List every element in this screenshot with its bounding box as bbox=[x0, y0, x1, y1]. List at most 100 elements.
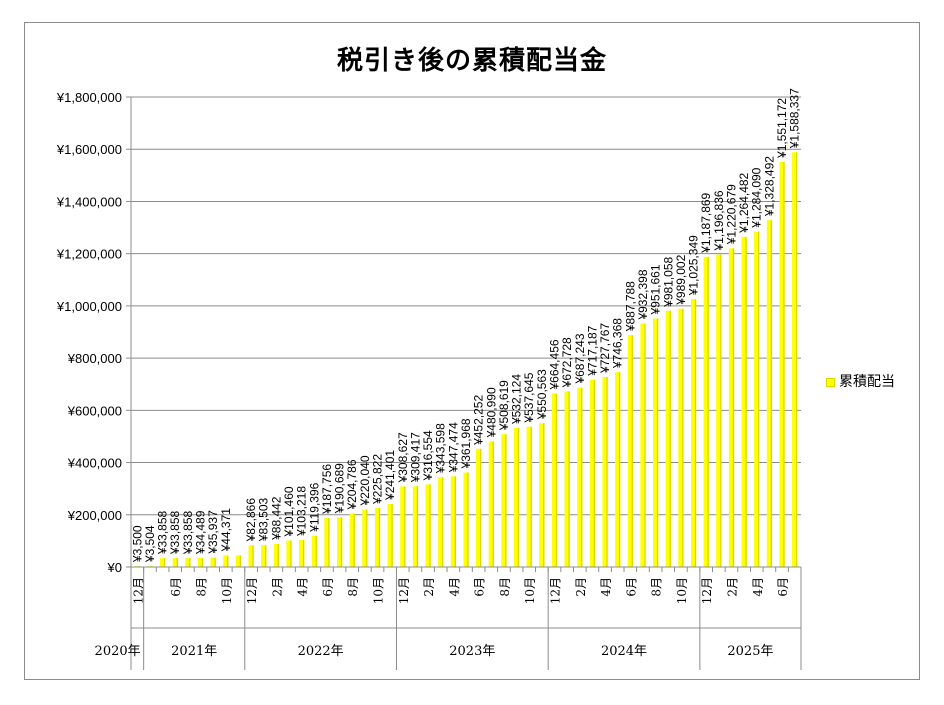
bar bbox=[665, 310, 671, 567]
bar bbox=[602, 376, 608, 567]
data-label: ¥989,002 bbox=[674, 254, 688, 305]
data-label: ¥225,822 bbox=[371, 454, 385, 505]
bar bbox=[438, 477, 444, 567]
bar bbox=[539, 423, 545, 567]
bar bbox=[690, 299, 697, 567]
bar bbox=[374, 508, 381, 567]
bar bbox=[299, 540, 305, 567]
bar bbox=[311, 535, 317, 567]
bar-shade bbox=[378, 508, 381, 567]
bar bbox=[349, 513, 355, 567]
data-label: ¥717,187 bbox=[585, 325, 599, 376]
data-label: ¥44,371 bbox=[219, 508, 233, 553]
bar bbox=[577, 387, 583, 567]
month-label: 2月 bbox=[270, 577, 284, 597]
month-label: 10月 bbox=[372, 577, 386, 604]
year-label: 2022年 bbox=[298, 644, 344, 659]
legend: 累積配当 bbox=[826, 371, 895, 391]
y-tick-label: ¥200,000 bbox=[67, 508, 122, 523]
bar bbox=[160, 558, 166, 567]
bar-shade bbox=[720, 254, 722, 567]
y-tick-label: ¥0 bbox=[107, 560, 122, 575]
data-label: ¥452,252 bbox=[472, 395, 486, 446]
data-label: ¥727,767 bbox=[598, 323, 612, 374]
bar bbox=[513, 428, 520, 567]
bar bbox=[387, 503, 393, 567]
bar bbox=[476, 448, 482, 567]
bar bbox=[741, 236, 747, 567]
bar-shade bbox=[682, 308, 684, 567]
data-label: ¥187,756 bbox=[320, 464, 334, 515]
bar bbox=[425, 484, 431, 567]
bar-shade bbox=[606, 376, 608, 567]
bar bbox=[754, 231, 760, 567]
y-tick-label: ¥1,000,000 bbox=[56, 299, 122, 314]
bar-shade bbox=[555, 393, 558, 567]
data-label: ¥220,040 bbox=[358, 455, 372, 506]
data-label: ¥508,619 bbox=[497, 380, 511, 431]
bar-shade bbox=[239, 555, 242, 567]
bar-shade bbox=[163, 558, 166, 567]
bar-shade bbox=[265, 545, 267, 567]
bar-shade bbox=[783, 161, 785, 568]
bar bbox=[286, 540, 292, 567]
data-label: ¥480,990 bbox=[484, 387, 498, 438]
bar bbox=[450, 476, 456, 567]
month-label: 2月 bbox=[725, 577, 739, 597]
bar-shade bbox=[416, 486, 419, 567]
y-tick-label: ¥600,000 bbox=[67, 403, 122, 418]
data-label: ¥33,858 bbox=[156, 510, 170, 555]
month-label: 8月 bbox=[498, 577, 512, 597]
bar bbox=[640, 323, 646, 567]
data-label: ¥88,442 bbox=[269, 496, 283, 541]
bar-shade bbox=[479, 448, 482, 567]
bar-shade bbox=[530, 426, 532, 567]
bar-shade bbox=[745, 236, 747, 567]
month-label: 2月 bbox=[574, 577, 588, 597]
bar-shade bbox=[353, 513, 355, 567]
y-tick-label: ¥1,600,000 bbox=[56, 142, 122, 157]
bar bbox=[223, 555, 229, 567]
data-label: ¥746,368 bbox=[611, 318, 625, 369]
month-label: 10月 bbox=[220, 577, 234, 604]
bar bbox=[362, 509, 368, 567]
bar bbox=[526, 426, 532, 567]
data-label: ¥33,858 bbox=[168, 510, 182, 555]
y-tick-label: ¥400,000 bbox=[67, 456, 122, 471]
bar-shade bbox=[732, 248, 735, 567]
data-label: ¥1,220,679 bbox=[724, 184, 738, 245]
bar bbox=[197, 557, 204, 567]
year-label: 2024年 bbox=[601, 644, 647, 659]
bar-shade bbox=[290, 540, 292, 567]
month-label: 6月 bbox=[473, 577, 487, 597]
y-tick-label: ¥1,800,000 bbox=[56, 90, 122, 105]
bar-shade bbox=[391, 503, 393, 567]
month-label: 8月 bbox=[346, 577, 360, 597]
month-label: 10月 bbox=[523, 577, 537, 604]
bar-shade bbox=[644, 323, 646, 567]
month-label: 4月 bbox=[751, 577, 765, 597]
data-label: ¥932,398 bbox=[636, 269, 650, 320]
bar-shade bbox=[429, 484, 431, 567]
y-tick-label: ¥800,000 bbox=[67, 351, 122, 366]
bar-shade bbox=[189, 558, 191, 567]
data-label: ¥664,456 bbox=[547, 339, 561, 390]
bar-shade bbox=[581, 387, 583, 567]
data-label: ¥35,937 bbox=[206, 510, 220, 555]
month-label: 6月 bbox=[624, 577, 638, 597]
data-label: ¥316,554 bbox=[421, 430, 435, 481]
bar bbox=[589, 379, 596, 567]
year-label: 2021年 bbox=[171, 644, 217, 659]
month-label: 12月 bbox=[397, 577, 411, 604]
month-label: 6月 bbox=[321, 577, 335, 597]
year-label: 2020年 bbox=[95, 644, 141, 659]
bar bbox=[551, 393, 558, 567]
data-label: ¥347,474 bbox=[446, 422, 460, 473]
data-label: ¥981,058 bbox=[661, 256, 675, 307]
bar-shade bbox=[227, 555, 229, 567]
bar bbox=[248, 545, 254, 567]
data-label: ¥82,866 bbox=[244, 498, 258, 543]
bar-shade bbox=[593, 379, 596, 567]
bar bbox=[324, 517, 330, 567]
y-tick-label: ¥1,200,000 bbox=[56, 247, 122, 262]
